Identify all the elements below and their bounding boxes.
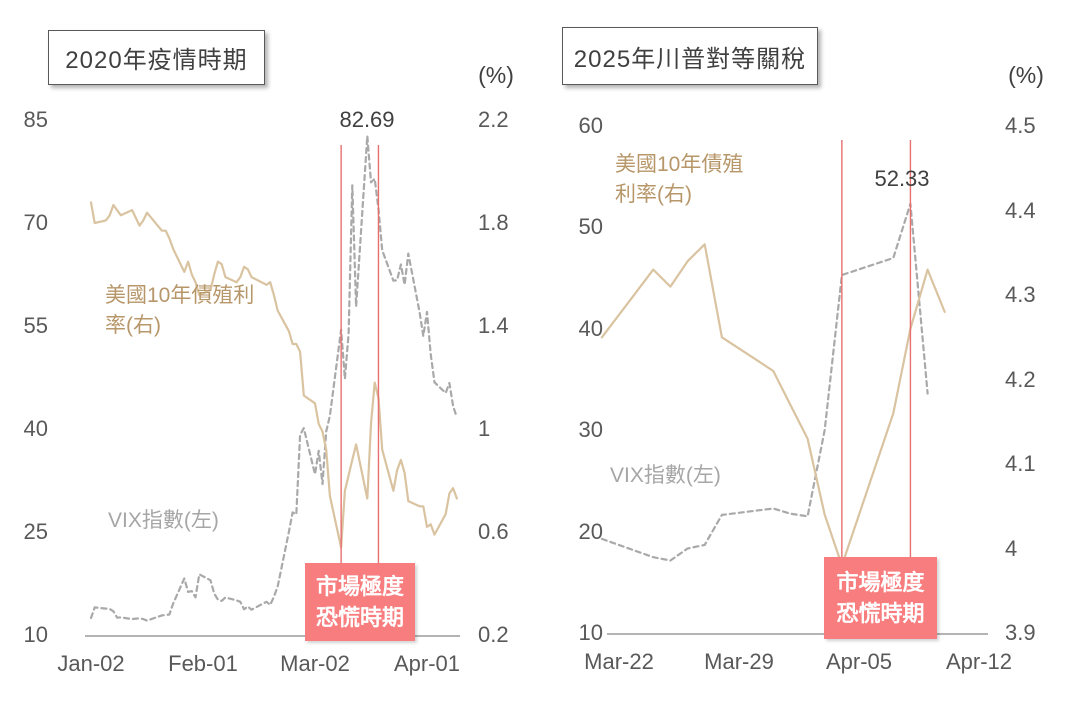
- chart1-yield-label-line2: 率(右): [105, 314, 161, 337]
- chart2-panic-period-callout: 市場極度 恐慌時期: [824, 557, 937, 639]
- chart1-left-axis-tick: 85: [23, 107, 48, 132]
- chart2-x-axis-tick: Mar-29: [704, 649, 774, 674]
- chart1-panic-period-callout: 市場極度 恐慌時期: [305, 563, 415, 641]
- chart2-left-axis-tick: 20: [578, 518, 603, 544]
- chart2-yield-line: [600, 243, 946, 567]
- chart1-vix-line: [89, 134, 458, 622]
- chart1-x-axis-tick: Feb-01: [168, 651, 238, 676]
- chart2-right-axis-unit: (%): [1008, 62, 1044, 88]
- chart1-vix-peak-value: 82.69: [339, 107, 395, 132]
- chart1-right-axis-tick: 1.4: [478, 313, 509, 338]
- chart1-right-axis-tick: 1.8: [478, 210, 509, 235]
- chart2-left-axis-tick: 30: [578, 417, 603, 443]
- chart1-right-axis-tick: 1: [478, 416, 491, 441]
- chart2-left-axis-tick: 50: [578, 214, 603, 240]
- chart1-right-axis-tick: 0.2: [478, 622, 509, 647]
- chart1-left-axis-tick: 55: [23, 313, 48, 338]
- chart1-left-axis-tick: 10: [23, 622, 48, 647]
- chart1-title: 2020年疫情時期: [65, 47, 248, 74]
- chart2-vix-line: [600, 202, 929, 562]
- chart1-right-axis-unit: (%): [478, 62, 514, 88]
- chart2-right-axis-tick: 4.2: [1005, 366, 1036, 392]
- chart2-right-axis-tick: 4: [1005, 535, 1018, 561]
- chart2-panic-label-line1: 市場極度: [836, 570, 925, 595]
- chart2-panic-label-line2: 恐慌時期: [836, 601, 925, 626]
- chart1-left-axis-tick: 25: [23, 519, 48, 544]
- chart2-x-axis-tick: Apr-05: [825, 649, 893, 674]
- chart2-x-axis-tick: Apr-12: [945, 649, 1013, 674]
- chart2-yield-series-label: 美國10年債殖 利率(右): [615, 150, 743, 210]
- chart1-x-axis-tick: Jan-02: [57, 651, 125, 676]
- chart2-yield-label-line2: 利率(右): [615, 183, 692, 206]
- chart1-yield-label-line1: 美國10年債殖利: [105, 284, 255, 307]
- chart1-title-box: 2020年疫情時期: [48, 30, 265, 85]
- chart1-panic-label-line2: 恐慌時期: [315, 605, 404, 630]
- chart2-left-axis-tick: 10: [578, 620, 603, 645]
- chart2-right-axis-tick: 4.4: [1005, 197, 1036, 223]
- chart2-vix-peak-value: 52.33: [874, 166, 930, 191]
- chart1-panic-label-line1: 市場極度: [315, 574, 404, 599]
- chart2-left-axis-tick: 40: [578, 315, 603, 341]
- chart2-title-box: 2025年川普對等關稅: [562, 27, 818, 85]
- chart1-right-axis-tick: 2.2: [478, 107, 509, 132]
- chart1-left-axis-tick: 40: [23, 416, 48, 441]
- chart1-x-axis-tick: Mar-02: [280, 651, 350, 676]
- chart2-title: 2025年川普對等關稅: [573, 45, 807, 73]
- chart2-right-axis-tick: 4.3: [1005, 282, 1036, 307]
- chart1-right-axis-tick: 0.6: [478, 519, 509, 544]
- chart2-x-axis-tick: Mar-22: [584, 649, 654, 674]
- chart2-vix-series-label: VIX指數(左): [610, 464, 721, 487]
- chart1-left-axis-tick: 70: [23, 210, 48, 235]
- chart2-right-axis-tick: 3.9: [1005, 620, 1036, 645]
- chart1-yield-series-label: 美國10年債殖利 率(右): [105, 281, 254, 341]
- chart1-vix-series-label: VIX指數(左): [108, 509, 219, 532]
- chart2-yield-label-line1: 美國10年債殖: [615, 153, 744, 176]
- chart2-right-axis-tick: 4.1: [1005, 451, 1036, 476]
- chart2-left-axis-tick: 60: [578, 113, 603, 138]
- chart1-x-axis-tick: Apr-01: [393, 651, 460, 676]
- chart2-right-axis-tick: 4.5: [1005, 113, 1036, 138]
- chart1-yield-line: [89, 201, 458, 549]
